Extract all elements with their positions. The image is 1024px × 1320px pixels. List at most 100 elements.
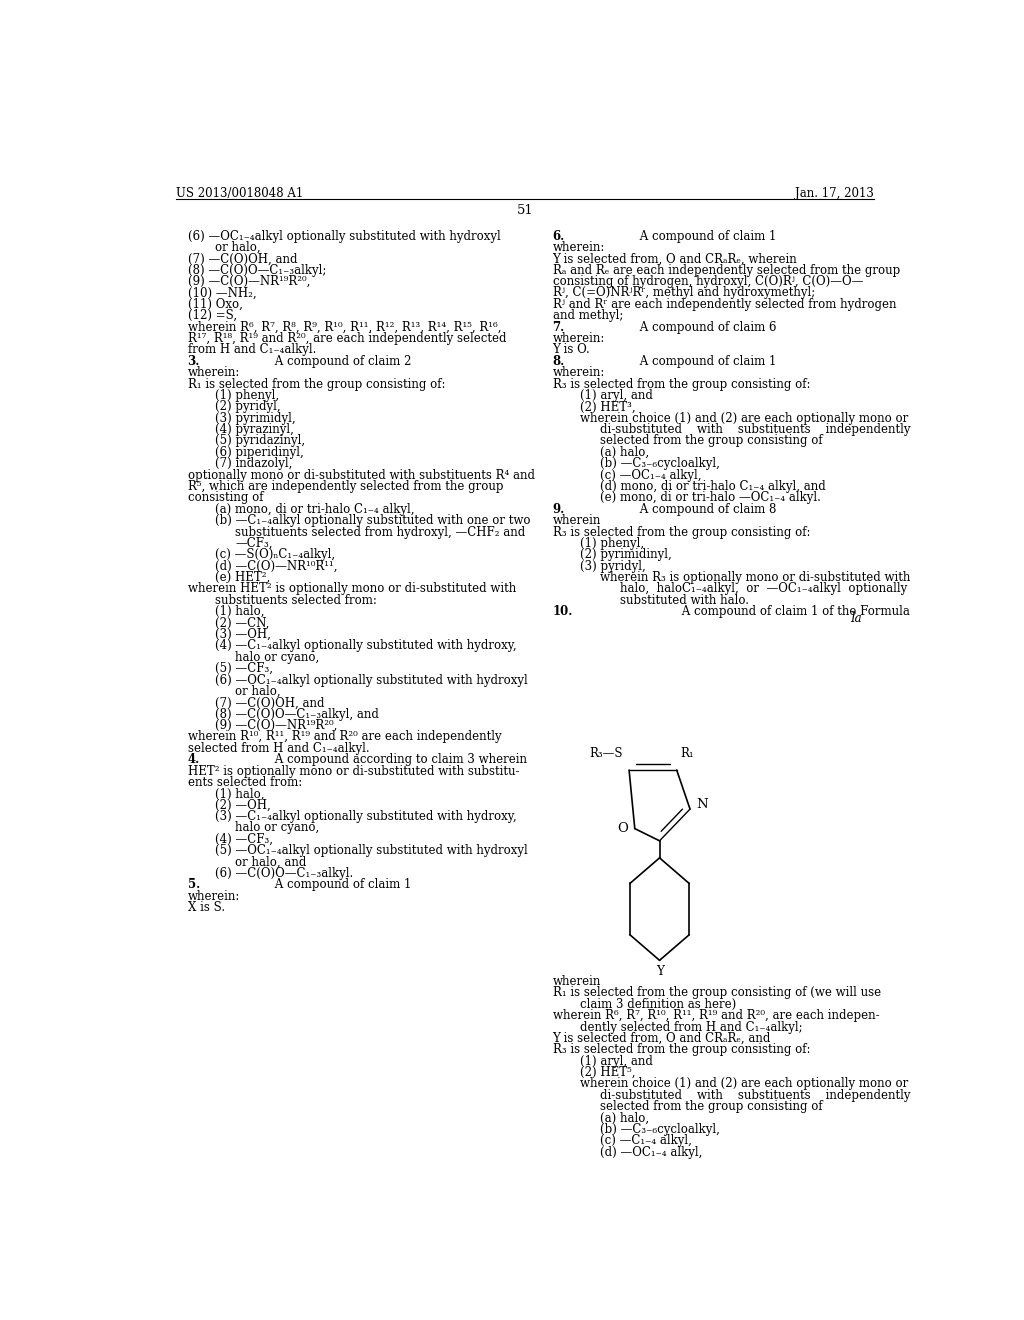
Text: R₃—S: R₃—S xyxy=(589,747,623,760)
Text: (3) pyrimidyl,: (3) pyrimidyl, xyxy=(215,412,296,425)
Text: claim 3 definition as here): claim 3 definition as here) xyxy=(581,998,736,1011)
Text: wherein:: wherein: xyxy=(187,890,240,903)
Text: (d) —C(O)—NR¹⁰R¹¹,: (d) —C(O)—NR¹⁰R¹¹, xyxy=(215,560,338,573)
Text: (1) halo,: (1) halo, xyxy=(215,787,265,800)
Text: 3.: 3. xyxy=(187,355,200,368)
Text: R¹⁷, R¹⁸, R¹⁹ and R²⁰, are each independently selected: R¹⁷, R¹⁸, R¹⁹ and R²⁰, are each independ… xyxy=(187,333,506,345)
Text: A compound of claim 6: A compound of claim 6 xyxy=(636,321,777,334)
Text: (9) —C(O)—NR¹⁹R²⁰,: (9) —C(O)—NR¹⁹R²⁰, xyxy=(187,275,310,288)
Text: substituents selected from:: substituents selected from: xyxy=(215,594,377,607)
Text: Rʲ, C(=O)NRʲRʳ, methyl and hydroxymethyl;: Rʲ, C(=O)NRʲRʳ, methyl and hydroxymethyl… xyxy=(553,286,815,300)
Text: R⁵, which are independently selected from the group: R⁵, which are independently selected fro… xyxy=(187,480,503,492)
Text: A compound of claim 2: A compound of claim 2 xyxy=(271,355,412,368)
Text: (1) aryl, and: (1) aryl, and xyxy=(581,389,653,401)
Text: A compound of claim 8: A compound of claim 8 xyxy=(636,503,776,516)
Text: (1) phenyl,: (1) phenyl, xyxy=(581,537,644,550)
Text: selected from the group consisting of: selected from the group consisting of xyxy=(600,434,823,447)
Text: (e) HET²,: (e) HET², xyxy=(215,572,270,583)
Text: (e) mono, di or tri-halo —OC₁₋₄ alkyl.: (e) mono, di or tri-halo —OC₁₋₄ alkyl. xyxy=(600,491,821,504)
Text: X is S.: X is S. xyxy=(187,902,224,915)
Text: and methyl;: and methyl; xyxy=(553,309,623,322)
Text: 5.: 5. xyxy=(187,878,200,891)
Text: wherein R¹⁰, R¹¹, R¹⁹ and R²⁰ are each independently: wherein R¹⁰, R¹¹, R¹⁹ and R²⁰ are each i… xyxy=(187,730,501,743)
Text: (d) —OC₁₋₄ alkyl,: (d) —OC₁₋₄ alkyl, xyxy=(600,1146,702,1159)
Text: (6) —OC₁₋₄alkyl optionally substituted with hydroxyl: (6) —OC₁₋₄alkyl optionally substituted w… xyxy=(187,230,501,243)
Text: substituents selected from hydroxyl, —CHF₂ and: substituents selected from hydroxyl, —CH… xyxy=(236,525,525,539)
Text: (12) =S,: (12) =S, xyxy=(187,309,237,322)
Text: or halo,: or halo, xyxy=(236,685,281,698)
Text: (b) —C₃₋₆cycloalkyl,: (b) —C₃₋₆cycloalkyl, xyxy=(600,457,720,470)
Text: selected from the group consisting of: selected from the group consisting of xyxy=(600,1100,823,1113)
Text: wherein: wherein xyxy=(553,513,601,527)
Text: (6) piperidinyl,: (6) piperidinyl, xyxy=(215,446,304,459)
Text: Y is O.: Y is O. xyxy=(553,343,590,356)
Text: di-substituted    with    substituents    independently: di-substituted with substituents indepen… xyxy=(600,1089,910,1102)
Text: wherein:: wherein: xyxy=(553,366,605,379)
Text: ents selected from:: ents selected from: xyxy=(187,776,302,789)
Text: R₃ is selected from the group consisting of:: R₃ is selected from the group consisting… xyxy=(553,378,810,391)
Text: 6.: 6. xyxy=(553,230,565,243)
Text: substituted with halo.: substituted with halo. xyxy=(620,594,749,607)
Text: Y is selected from, O and CRₐRₑ, and: Y is selected from, O and CRₐRₑ, and xyxy=(553,1032,771,1045)
Text: (4) pyrazinyl,: (4) pyrazinyl, xyxy=(215,424,294,436)
Text: (10) —NH₂,: (10) —NH₂, xyxy=(187,286,256,300)
Text: wherein: wherein xyxy=(553,975,601,987)
Text: (d) mono, di or tri-halo C₁₋₄ alkyl, and: (d) mono, di or tri-halo C₁₋₄ alkyl, and xyxy=(600,480,826,492)
Text: (2) —CN,: (2) —CN, xyxy=(215,616,269,630)
Text: R₃ is selected from the group consisting of:: R₃ is selected from the group consisting… xyxy=(553,525,810,539)
Text: (11) Oxo,: (11) Oxo, xyxy=(187,298,243,310)
Text: (8) —C(O)O—C₁₋₃alkyl;: (8) —C(O)O—C₁₋₃alkyl; xyxy=(187,264,326,277)
Text: wherein choice (1) and (2) are each optionally mono or: wherein choice (1) and (2) are each opti… xyxy=(581,412,908,425)
Text: (6) —OC₁₋₄alkyl optionally substituted with hydroxyl: (6) —OC₁₋₄alkyl optionally substituted w… xyxy=(215,673,528,686)
Text: wherein R⁶, R⁷, R¹⁰, R¹¹, R¹⁹ and R²⁰, are each indepen-: wherein R⁶, R⁷, R¹⁰, R¹¹, R¹⁹ and R²⁰, a… xyxy=(553,1008,880,1022)
Text: Rʲ and Rʳ are each independently selected from hydrogen: Rʲ and Rʳ are each independently selecte… xyxy=(553,298,896,310)
Text: A compound of claim 1 of the Formula: A compound of claim 1 of the Formula xyxy=(678,605,910,618)
Text: or halo,: or halo, xyxy=(215,242,261,253)
Text: 51: 51 xyxy=(516,205,534,216)
Text: Y: Y xyxy=(655,965,664,978)
Text: halo or cyano,: halo or cyano, xyxy=(236,821,319,834)
Text: (3) —OH,: (3) —OH, xyxy=(215,628,271,642)
Text: A compound of claim 1: A compound of claim 1 xyxy=(636,230,776,243)
Text: (8) —C(O)O—C₁₋₃alkyl, and: (8) —C(O)O—C₁₋₃alkyl, and xyxy=(215,708,379,721)
Text: (c) —C₁₋₄ alkyl,: (c) —C₁₋₄ alkyl, xyxy=(600,1134,692,1147)
Text: (3) pyridyl,: (3) pyridyl, xyxy=(581,560,646,573)
Text: R₁ is selected from the group consisting of:: R₁ is selected from the group consisting… xyxy=(187,378,445,391)
Text: optionally mono or di-substituted with substituents R⁴ and: optionally mono or di-substituted with s… xyxy=(187,469,535,482)
Text: (a) mono, di or tri-halo C₁₋₄ alkyl,: (a) mono, di or tri-halo C₁₋₄ alkyl, xyxy=(215,503,415,516)
Text: O: O xyxy=(617,822,629,836)
Text: wherein R⁶, R⁷, R⁸, R⁹, R¹⁰, R¹¹, R¹², R¹³, R¹⁴, R¹⁵, R¹⁶,: wherein R⁶, R⁷, R⁸, R⁹, R¹⁰, R¹¹, R¹², R… xyxy=(187,321,501,334)
Text: (7) —C(O)OH, and: (7) —C(O)OH, and xyxy=(187,252,297,265)
Text: 8.: 8. xyxy=(553,355,565,368)
Text: wherein:: wherein: xyxy=(187,366,240,379)
Text: —CF₃,: —CF₃, xyxy=(236,537,272,550)
Text: A compound of claim 1: A compound of claim 1 xyxy=(271,878,412,891)
Text: (4) —CF₃,: (4) —CF₃, xyxy=(215,833,273,846)
Text: di-substituted    with    substituents    independently: di-substituted with substituents indepen… xyxy=(600,424,910,436)
Text: (5) —CF₃,: (5) —CF₃, xyxy=(215,663,273,675)
Text: consisting of hydrogen, hydroxyl, C(O)Rʲ, C(O)—O—: consisting of hydrogen, hydroxyl, C(O)Rʲ… xyxy=(553,275,863,288)
Text: (b) —C₃₋₆cycloalkyl,: (b) —C₃₋₆cycloalkyl, xyxy=(600,1123,720,1137)
Text: wherein HET² is optionally mono or di-substituted with: wherein HET² is optionally mono or di-su… xyxy=(187,582,516,595)
Text: (2) —OH,: (2) —OH, xyxy=(215,799,271,812)
Text: (5) —OC₁₋₄alkyl optionally substituted with hydroxyl: (5) —OC₁₋₄alkyl optionally substituted w… xyxy=(215,845,528,857)
Text: R₃ is selected from the group consisting of:: R₃ is selected from the group consisting… xyxy=(553,1043,810,1056)
Text: (c) —OC₁₋₄ alkyl,: (c) —OC₁₋₄ alkyl, xyxy=(600,469,701,482)
Text: (2) HET⁵,: (2) HET⁵, xyxy=(581,1067,636,1078)
Text: Y is selected from, O and CRₐRₑ, wherein: Y is selected from, O and CRₐRₑ, wherein xyxy=(553,252,798,265)
Text: A compound according to claim 3 wherein: A compound according to claim 3 wherein xyxy=(271,754,527,766)
Text: or halo, and: or halo, and xyxy=(236,855,306,869)
Text: (2) pyrimidinyl,: (2) pyrimidinyl, xyxy=(581,548,672,561)
Text: (6) —C(O)O—C₁₋₃alkyl.: (6) —C(O)O—C₁₋₃alkyl. xyxy=(215,867,353,880)
Text: 9.: 9. xyxy=(553,503,565,516)
Text: (9) —C(O)—NR¹⁹R²⁰,: (9) —C(O)—NR¹⁹R²⁰, xyxy=(215,719,338,733)
Text: wherein R₃ is optionally mono or di-substituted with: wherein R₃ is optionally mono or di-subs… xyxy=(600,572,910,583)
Text: (3) —C₁₋₄alkyl optionally substituted with hydroxy,: (3) —C₁₋₄alkyl optionally substituted wi… xyxy=(215,810,517,824)
Text: (b) —C₁₋₄alkyl optionally substituted with one or two: (b) —C₁₋₄alkyl optionally substituted wi… xyxy=(215,513,530,527)
Text: from H and C₁₋₄alkyl.: from H and C₁₋₄alkyl. xyxy=(187,343,315,356)
Text: (c) —S(O)ₙC₁₋₄alkyl,: (c) —S(O)ₙC₁₋₄alkyl, xyxy=(215,548,336,561)
Text: (1) phenyl,: (1) phenyl, xyxy=(215,389,280,401)
Text: wherein:: wherein: xyxy=(553,242,605,253)
Text: Jan. 17, 2013: Jan. 17, 2013 xyxy=(795,187,873,199)
Text: Ia: Ia xyxy=(850,611,862,624)
